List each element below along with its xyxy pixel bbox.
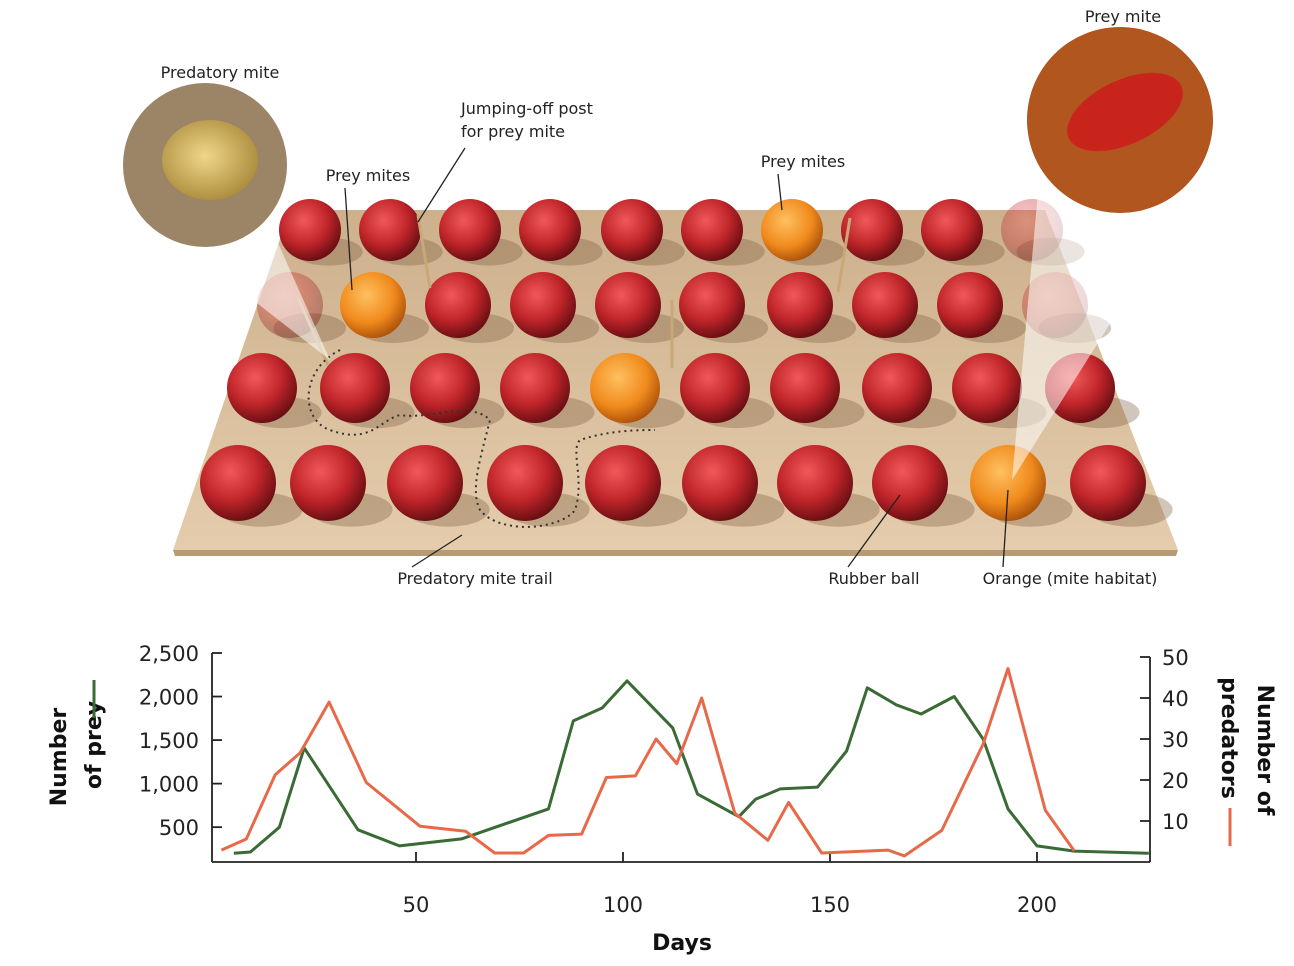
label-prey-mites-right: Prey mites — [761, 152, 845, 171]
rubber-ball — [410, 353, 480, 423]
y-right-tick-label: 30 — [1162, 728, 1189, 752]
jumping-off-post — [836, 217, 852, 293]
magnifier-cone-predatory — [150, 220, 330, 360]
x-tick-label: 200 — [1017, 893, 1057, 917]
y-left-tick-label: 1,000 — [139, 773, 199, 797]
label-orange: Orange (mite habitat) — [983, 569, 1158, 588]
y-left-tick-label: 1,500 — [139, 729, 199, 753]
rubber-ball — [279, 199, 341, 261]
rubber-ball — [359, 199, 421, 261]
rubber-ball — [487, 445, 563, 521]
rubber-ball — [585, 445, 661, 521]
rubber-ball — [852, 272, 918, 338]
orange-habitat — [970, 445, 1046, 521]
rubber-ball — [320, 353, 390, 423]
rubber-ball — [1070, 445, 1146, 521]
orange-habitat — [340, 272, 406, 338]
rubber-ball — [601, 199, 663, 261]
y-right-tick-label: 50 — [1162, 646, 1189, 670]
rubber-ball — [862, 353, 932, 423]
predatory-mite-body — [162, 120, 258, 200]
x-tick-label: 100 — [603, 893, 643, 917]
rubber-ball — [777, 445, 853, 521]
label-jumping-post-2: for prey mite — [461, 122, 565, 141]
rubber-ball — [439, 199, 501, 261]
y-left-label-1: Number — [47, 708, 72, 807]
label-rubber-ball: Rubber ball — [828, 569, 919, 588]
rubber-ball — [921, 199, 983, 261]
rubber-ball — [679, 272, 745, 338]
rubber-ball — [770, 353, 840, 423]
rubber-ball — [200, 445, 276, 521]
magnifier-cone-prey — [1012, 170, 1200, 480]
y-right-label-1: Number of — [1252, 685, 1277, 816]
y-left-tick-label: 2,500 — [139, 642, 199, 666]
x-axis-label: Days — [652, 931, 712, 956]
rubber-ball — [227, 353, 297, 423]
rubber-ball — [872, 445, 948, 521]
label-predatory-mite: Predatory mite — [161, 63, 280, 82]
rubber-ball — [681, 199, 743, 261]
rubber-ball — [500, 353, 570, 423]
rubber-ball — [510, 272, 576, 338]
y-right-tick-label: 20 — [1162, 769, 1189, 793]
label-prey-mite: Prey mite — [1085, 7, 1161, 26]
rubber-ball — [425, 272, 491, 338]
y-right-tick-label: 40 — [1162, 687, 1189, 711]
rubber-ball — [682, 445, 758, 521]
rubber-ball — [841, 199, 903, 261]
orange-habitat — [761, 199, 823, 261]
rubber-ball — [937, 272, 1003, 338]
prey-mite-body — [1067, 72, 1183, 152]
rubber-ball — [952, 353, 1022, 423]
rubber-ball — [519, 199, 581, 261]
label-prey-mites-left: Prey mites — [326, 166, 410, 185]
prey-series-line — [233, 679, 1149, 855]
mite-experiment-illustration: Predatory mite Prey mites Jumping-off po… — [123, 7, 1213, 588]
rubber-ball — [387, 445, 463, 521]
y-right-label-2: predators — [1216, 677, 1241, 799]
rubber-ball — [595, 272, 661, 338]
y-left-tick-label: 2,000 — [139, 686, 199, 710]
x-tick-label: 150 — [810, 893, 850, 917]
orange-habitat — [590, 353, 660, 423]
board-edge — [173, 550, 1178, 556]
rubber-ball — [290, 445, 366, 521]
y-left-tick-label: 500 — [159, 816, 199, 840]
population-chart: 50 100 150 200 500 1,000 1,500 2,000 2,500 10 20 30… — [47, 642, 1277, 956]
x-tick-label: 50 — [403, 893, 430, 917]
label-jumping-post-1: Jumping-off post — [460, 99, 593, 118]
jumping-off-post — [416, 214, 432, 289]
rubber-ball — [767, 272, 833, 338]
y-right-tick-label: 10 — [1162, 810, 1189, 834]
rubber-ball — [680, 353, 750, 423]
label-predatory-trail: Predatory mite trail — [397, 569, 552, 588]
predator-series-line — [220, 667, 1076, 858]
